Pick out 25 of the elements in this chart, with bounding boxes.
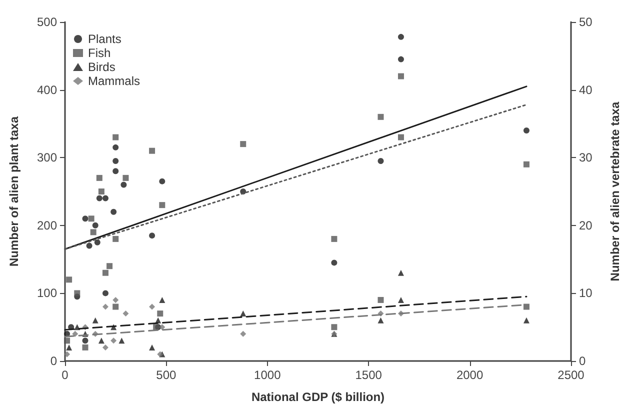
- legend-label: Plants: [88, 32, 122, 46]
- y2-tick-label: 10: [579, 286, 593, 300]
- y2-tick-label: 0: [579, 354, 586, 368]
- x-axis-title: National GDP ($ billion): [251, 390, 385, 404]
- x-tick-label: 0: [62, 368, 69, 382]
- y-tick-label: 0: [50, 354, 58, 368]
- x-tick-label: 2500: [558, 368, 585, 382]
- y2-tick-label: 50: [579, 15, 593, 29]
- x-tick-label: 500: [156, 368, 177, 382]
- y-tick-label: 300: [36, 150, 58, 165]
- legend-label: Fish: [88, 46, 111, 60]
- y-axis-title: Number of alien plant taxa: [7, 116, 21, 267]
- legend-label: Mammals: [88, 74, 140, 88]
- y-tick-label: 400: [36, 82, 58, 97]
- y-tick-label: 100: [36, 286, 58, 300]
- y2-axis-title: Number of alien vertebrate taxa: [608, 101, 622, 282]
- x-tick-label: 1000: [254, 368, 282, 382]
- x-tick-label: 1500: [355, 368, 382, 382]
- y-tick-label: 500: [36, 15, 58, 29]
- legend-label: Birds: [88, 60, 116, 74]
- x-tick-label: 2000: [456, 368, 484, 382]
- y2-tick-label: 30: [579, 150, 593, 165]
- y2-tick-label: 20: [579, 218, 593, 232]
- y2-tick-label: 40: [579, 82, 593, 97]
- y-tick-label: 200: [36, 218, 58, 232]
